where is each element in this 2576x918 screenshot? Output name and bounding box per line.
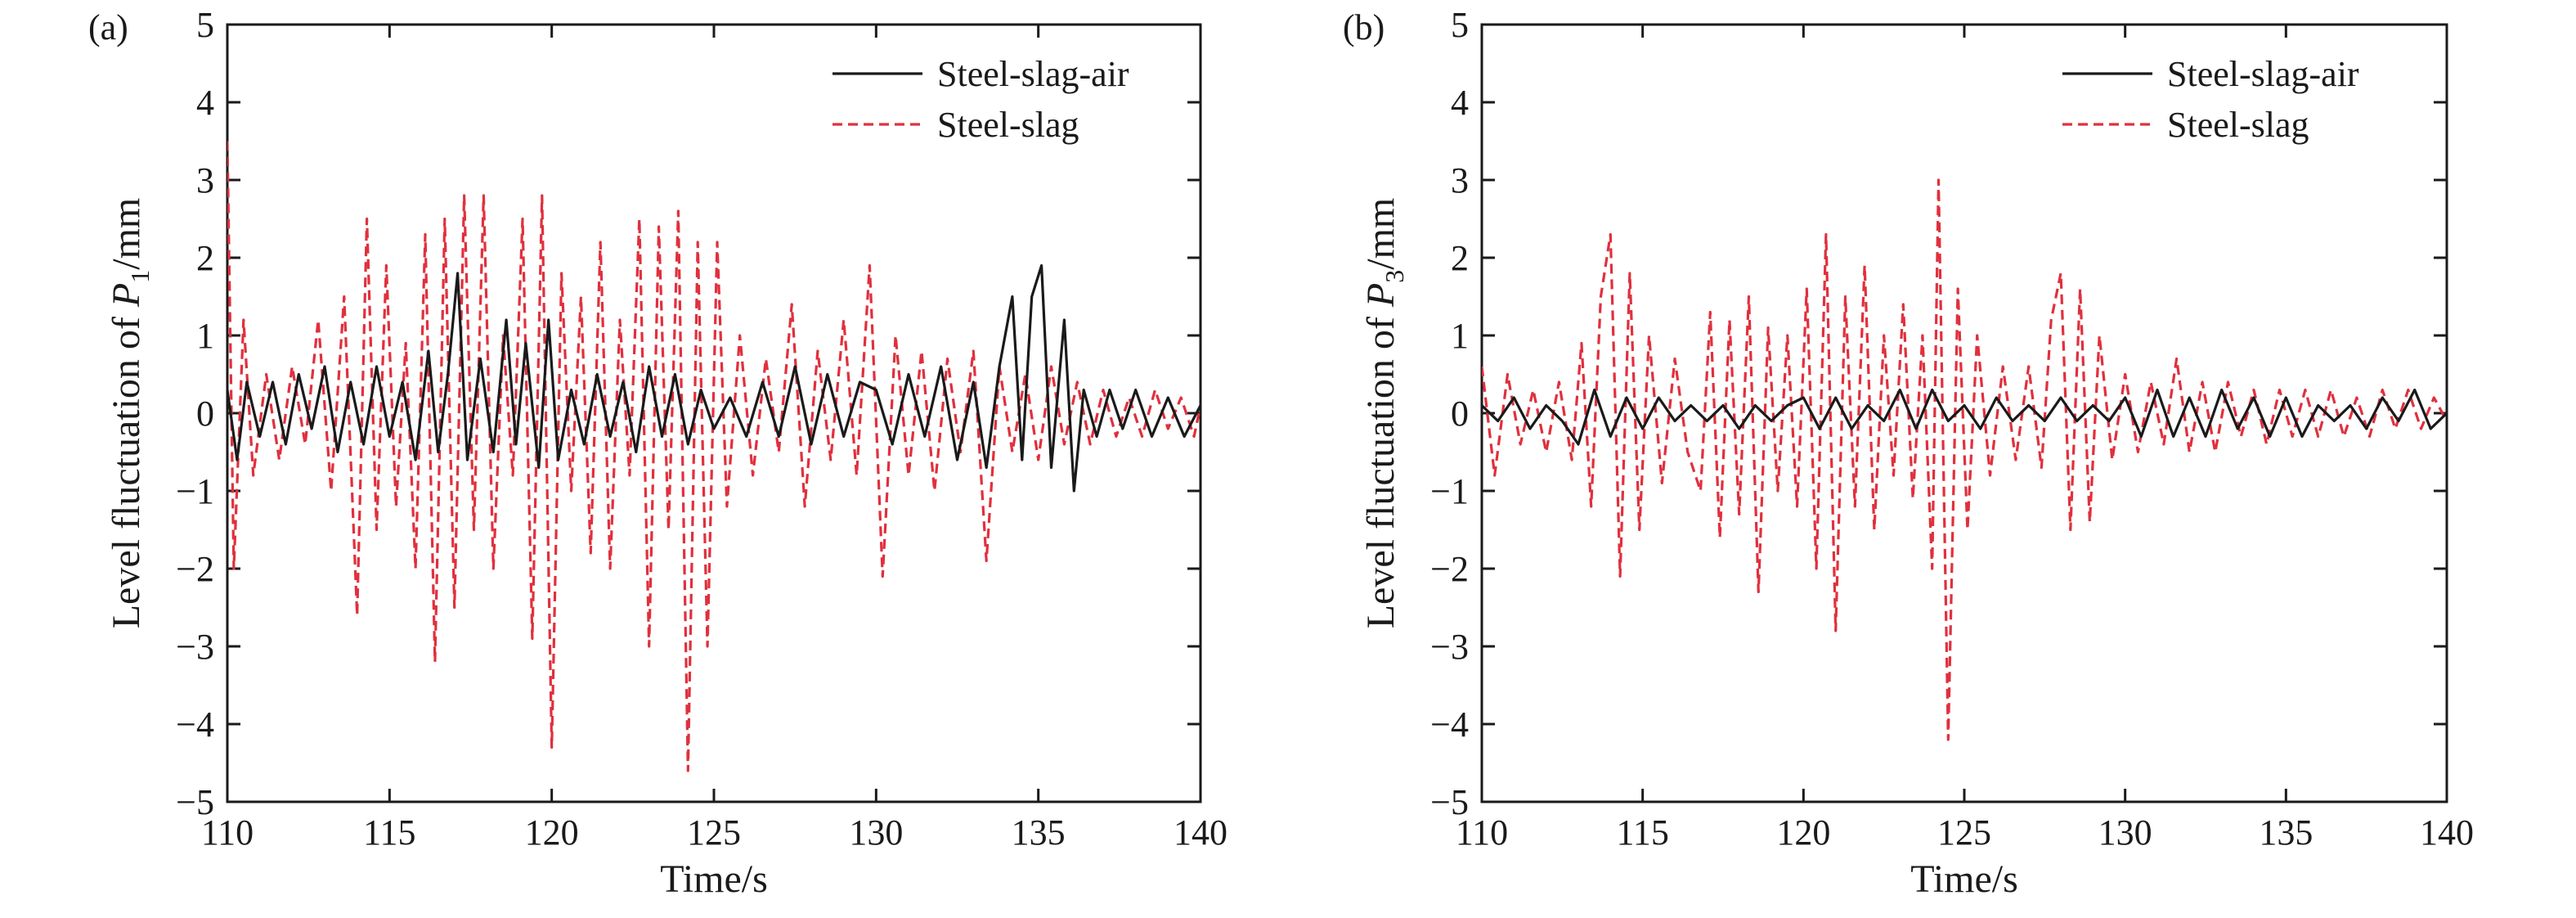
x-axis-label: Time/s bbox=[660, 857, 768, 901]
y-tick-label: 1 bbox=[1451, 316, 1469, 356]
y-axis-label: Level fluctuation of P1/mm bbox=[105, 198, 155, 629]
y-tick-label: −1 bbox=[1430, 471, 1469, 511]
y-tick-label: 5 bbox=[1451, 5, 1469, 45]
y-tick-label: 0 bbox=[196, 394, 214, 434]
y-tick-label: −2 bbox=[1430, 549, 1469, 589]
y-tick-label: 4 bbox=[196, 83, 214, 123]
y-axis-label-subscript: 3 bbox=[1380, 270, 1409, 283]
y-tick-label: 0 bbox=[1451, 394, 1469, 434]
y-tick-label: −5 bbox=[176, 782, 214, 822]
y-tick-label: −5 bbox=[1430, 782, 1469, 822]
y-tick-label: 2 bbox=[196, 238, 214, 278]
y-tick-label: 3 bbox=[1451, 160, 1469, 200]
x-tick-label: 110 bbox=[201, 812, 254, 853]
panel-label: (b) bbox=[1343, 7, 1384, 47]
x-tick-label: 135 bbox=[2259, 812, 2313, 853]
legend: Steel-slag-air Steel-slag bbox=[2062, 54, 2359, 145]
y-axis-label: Level fluctuation of P3/mm bbox=[1359, 198, 1409, 629]
y-tick-label: −4 bbox=[1430, 704, 1469, 745]
x-tick-label: 140 bbox=[2420, 812, 2474, 853]
legend-label: Steel-slag-air bbox=[937, 54, 1129, 94]
x-tick-label: 135 bbox=[1012, 812, 1066, 853]
y-axis-label-variable: P bbox=[1359, 283, 1402, 308]
y-tick-label: −1 bbox=[176, 471, 214, 511]
x-tick-label: 120 bbox=[1776, 812, 1830, 853]
x-tick-label: 140 bbox=[1174, 812, 1227, 853]
x-tick-label: 125 bbox=[687, 812, 741, 853]
legend-label: Steel-slag-air bbox=[2167, 54, 2359, 94]
x-tick-label: 130 bbox=[849, 812, 903, 853]
legend: Steel-slag-air Steel-slag bbox=[832, 54, 1129, 145]
x-tick-label: 120 bbox=[525, 812, 579, 853]
y-tick-label: 3 bbox=[196, 160, 214, 200]
legend-label: Steel-slag bbox=[2167, 105, 2309, 145]
legend-label: Steel-slag bbox=[937, 105, 1079, 145]
series-line-steel-slag-air bbox=[1482, 388, 2447, 446]
y-tick-label: 2 bbox=[1451, 238, 1469, 278]
x-tick-label: 115 bbox=[363, 812, 415, 853]
y-tick-label: −3 bbox=[176, 627, 214, 667]
y-tick-label: 4 bbox=[1451, 83, 1469, 123]
y-tick-label: −4 bbox=[176, 704, 214, 745]
series-line-steel-slag bbox=[227, 141, 1200, 772]
y-tick-label: −2 bbox=[176, 549, 214, 589]
x-tick-label: 115 bbox=[1616, 812, 1668, 853]
y-tick-label: 5 bbox=[196, 5, 214, 45]
series-line-steel-slag bbox=[1482, 178, 2447, 741]
x-tick-label: 130 bbox=[2098, 812, 2152, 853]
y-axis-label-prefix: Level fluctuation of bbox=[1359, 307, 1402, 628]
y-axis-label-suffix: /mm bbox=[1359, 198, 1402, 270]
y-tick-label: 1 bbox=[196, 316, 214, 356]
x-tick-label: 110 bbox=[1456, 812, 1508, 853]
series-line-steel-slag-air bbox=[227, 263, 1200, 493]
y-axis-label-prefix: Level fluctuation of bbox=[105, 307, 148, 628]
chart-panel-b: 110 115 120 125 130 135 140 −5 −4 −3 −2 −1 0 1 2 3 4 5 Tim… bbox=[1343, 5, 2474, 901]
x-tick-label: 125 bbox=[1937, 812, 1991, 853]
y-axis-label-variable: P bbox=[105, 283, 148, 308]
x-axis-label: Time/s bbox=[1910, 857, 2018, 901]
y-tick-label: −3 bbox=[1430, 627, 1469, 667]
chart-panel-a: 110 115 120 125 130 135 140 −5 −4 −3 −2 −1 0 1 2 3 4 5 Tim… bbox=[88, 5, 1227, 901]
y-axis-label-suffix: /mm bbox=[105, 198, 148, 270]
y-axis-label-subscript: 1 bbox=[125, 270, 155, 283]
panel-label: (a) bbox=[88, 7, 128, 47]
